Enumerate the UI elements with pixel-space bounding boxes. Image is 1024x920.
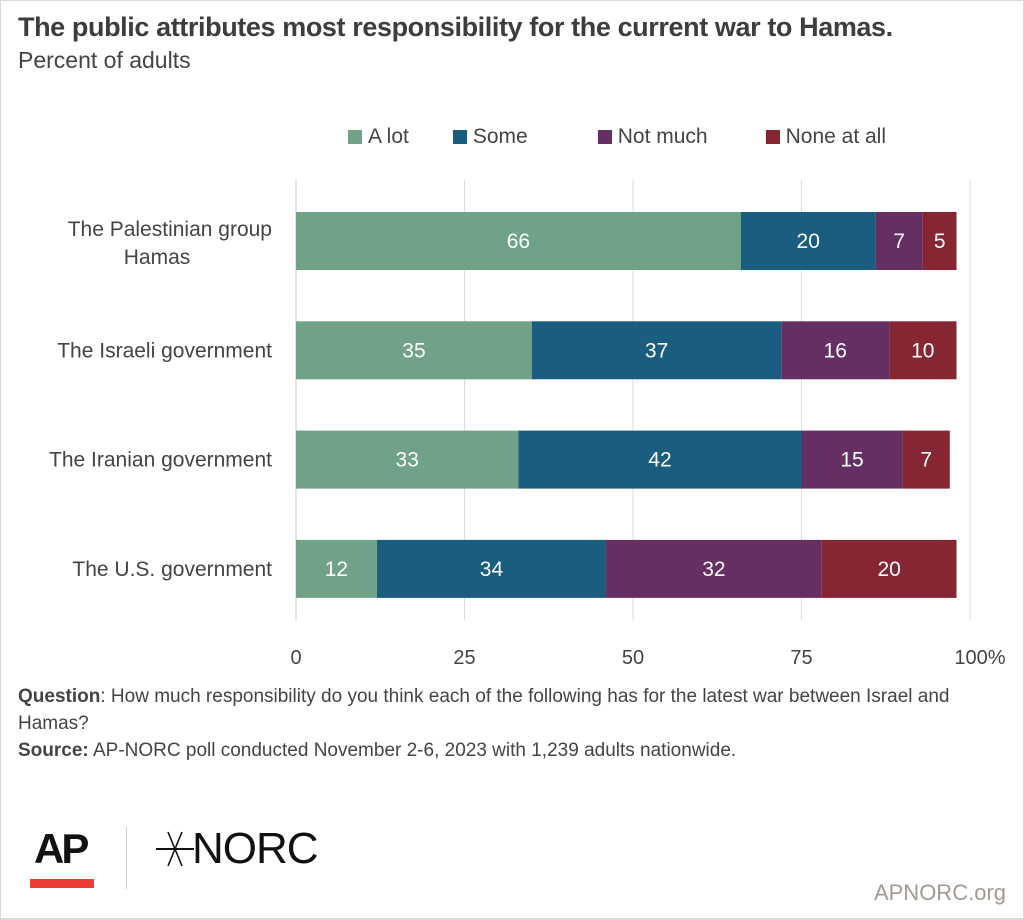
- data-label: 7: [920, 449, 932, 472]
- norc-logo: NORC: [156, 824, 319, 874]
- legend-item-a-lot: A lot: [348, 125, 409, 149]
- ap-logo-underline: [30, 879, 94, 888]
- bar-segment-a-lot: [296, 212, 741, 270]
- legend-label: A lot: [368, 125, 409, 148]
- question-note: Question: How much responsibility do you…: [18, 683, 998, 737]
- category-label: The U.S. government: [72, 558, 272, 581]
- legend-label: Not much: [617, 125, 708, 148]
- bar-segment-some: [518, 430, 802, 489]
- category-label: The Iranian government: [49, 449, 272, 472]
- x-tick-label: 100%: [954, 647, 1005, 669]
- bar-segment-none-at-all: [821, 539, 957, 598]
- x-tick-label: 50: [622, 647, 644, 669]
- data-label: 5: [934, 230, 946, 253]
- chart-subtitle: Percent of adults: [18, 47, 191, 73]
- legend-item-some: Some: [452, 125, 528, 149]
- data-label: 66: [507, 230, 530, 253]
- site-link[interactable]: APNORC.org: [873, 880, 1006, 905]
- logo-divider: [126, 827, 127, 889]
- data-label: 32: [702, 558, 725, 581]
- data-label: 10: [911, 339, 934, 362]
- data-label: 16: [824, 339, 847, 362]
- bar-segment-some: [740, 212, 876, 270]
- question-label: Question: [18, 686, 101, 707]
- bar-segment-not-much: [606, 539, 822, 598]
- bar-segment-a-lot: [296, 539, 377, 598]
- data-label: 7: [893, 230, 905, 253]
- legend-swatch-not-much: [597, 130, 612, 144]
- bar-segment-some: [376, 539, 607, 598]
- bar-segment-none-at-all: [889, 321, 957, 380]
- x-tick-label: 25: [453, 647, 475, 669]
- source-label: Source:: [18, 740, 89, 761]
- question-text: : How much responsibility do you think e…: [18, 686, 950, 734]
- norc-logo-text: NORC: [192, 824, 319, 873]
- data-label: 15: [840, 449, 863, 472]
- source-text: AP-NORC poll conducted November 2-6, 202…: [88, 740, 737, 761]
- x-tick-label: 75: [790, 647, 812, 669]
- category-label-line2: Hamas: [124, 246, 191, 269]
- bar-segment-a-lot: [296, 321, 532, 380]
- source-note: Source: AP-NORC poll conducted November …: [18, 737, 998, 764]
- bar-segment-a-lot: [296, 430, 519, 489]
- bar-segment-none-at-all: [922, 212, 957, 270]
- data-label: 12: [325, 558, 348, 581]
- legend-item-none-at-all: None at all: [765, 125, 887, 149]
- x-tick-label: 0: [290, 647, 301, 669]
- data-label: 34: [480, 558, 504, 581]
- ap-logo: AP: [34, 825, 89, 872]
- category-label: The Israeli government: [57, 339, 272, 362]
- legend-item-not-much: Not much: [597, 125, 708, 149]
- legend-label: None at all: [785, 125, 887, 148]
- norc-star-icon: [156, 831, 194, 867]
- bar-segment-not-much: [801, 430, 903, 489]
- chart-title: The public attributes most responsibilit…: [18, 12, 893, 42]
- legend: A lot Some Not much None at all: [348, 125, 886, 149]
- chart-notes: Question: How much responsibility do you…: [18, 683, 998, 764]
- data-label: 37: [645, 339, 668, 362]
- legend-label: Some: [472, 125, 528, 148]
- bar-segment-some: [531, 321, 782, 380]
- category-label: The Palestinian group: [68, 218, 272, 241]
- bar-segment-not-much: [875, 212, 923, 270]
- data-label: 42: [648, 449, 671, 472]
- data-label: 20: [877, 558, 900, 581]
- legend-swatch-some: [452, 130, 467, 144]
- data-label: 35: [402, 339, 425, 362]
- legend-swatch-none-at-all: [765, 130, 780, 144]
- data-label: 20: [797, 230, 820, 253]
- legend-swatch-a-lot: [348, 130, 362, 144]
- bar-segment-none-at-all: [902, 430, 950, 489]
- data-label: 33: [396, 449, 419, 472]
- bar-segment-not-much: [781, 321, 890, 380]
